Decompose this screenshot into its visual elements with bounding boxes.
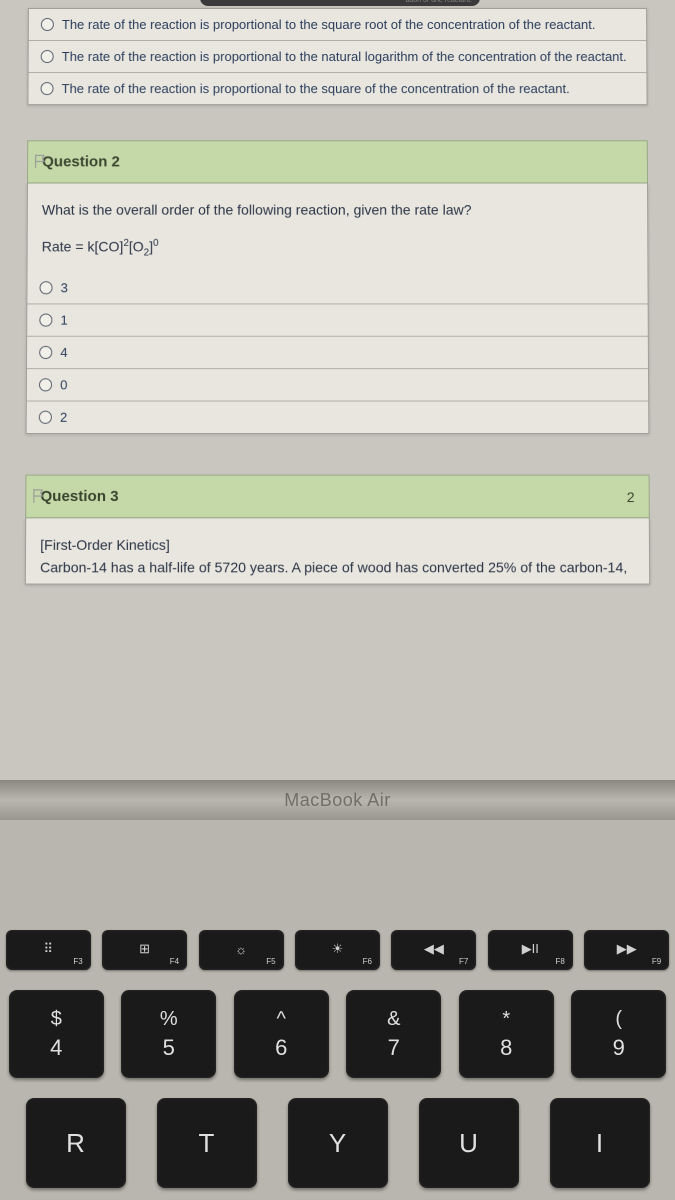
question-3-wrapper: Question 3 2 [First-Order Kinetics] Carb… [25, 475, 650, 585]
key-label: F3 [73, 957, 82, 966]
q2-option-4[interactable]: 2 [27, 402, 649, 433]
laptop-hinge: MacBook Air [0, 780, 675, 820]
option-text: The rate of the reaction is proportional… [62, 49, 627, 64]
key-symbol: $ [51, 1008, 62, 1031]
f4-key[interactable]: ⊞ F4 [102, 930, 187, 970]
key-label: F4 [170, 957, 179, 966]
question-2-wrapper: Question 2 What is the overall order of … [26, 140, 650, 434]
question-3-block: [First-Order Kinetics] Carbon-14 has a h… [25, 519, 650, 585]
q3-prompt: Carbon-14 has a half-life of 5720 years.… [40, 560, 635, 576]
key-6[interactable]: ^6 [234, 990, 329, 1078]
fast-forward-icon: ▶▶ [617, 941, 637, 957]
question-points: 2 [627, 489, 635, 505]
key-number: 4 [50, 1035, 62, 1061]
option-text: 1 [60, 313, 67, 328]
launchpad-icon: ⊞ [139, 941, 150, 957]
question-title: Question 2 [42, 153, 120, 170]
f3-key[interactable]: ⠿ F3 [6, 930, 91, 970]
key-5[interactable]: %5 [121, 990, 216, 1078]
option-text: 0 [60, 378, 67, 393]
question-3-header: Question 3 2 [25, 475, 650, 519]
rate-mid: [O [129, 239, 144, 255]
option-text: 2 [60, 410, 67, 425]
key-number: 9 [613, 1035, 625, 1061]
key-label: F8 [555, 957, 564, 966]
f6-key[interactable]: ☀ F6 [295, 930, 380, 970]
f7-key[interactable]: ◀◀ F7 [391, 930, 476, 970]
q2-option-3[interactable]: 0 [27, 370, 648, 402]
key-t[interactable]: T [157, 1098, 257, 1188]
flag-icon[interactable] [29, 485, 47, 507]
key-label: F9 [652, 957, 661, 966]
f8-key[interactable]: ▶II F8 [488, 930, 573, 970]
key-9[interactable]: (9 [571, 990, 666, 1078]
kb-bright-down-icon: ☼ [235, 942, 247, 957]
question-title: Question 3 [40, 488, 118, 505]
q2-option-0[interactable]: 3 [27, 273, 647, 305]
notch-text: auon or une reactant. [200, 0, 480, 6]
kb-bright-up-icon: ☀ [332, 941, 344, 957]
flag-icon[interactable] [31, 150, 49, 172]
key-number: 7 [388, 1035, 400, 1061]
q2-option-1[interactable]: 1 [27, 305, 648, 337]
rate-equation: Rate = k[CO]2[O2]0 [28, 238, 648, 273]
key-symbol: ( [615, 1008, 622, 1031]
radio-icon[interactable] [41, 50, 54, 63]
radio-icon[interactable] [39, 314, 52, 327]
f9-key[interactable]: ▶▶ F9 [584, 930, 669, 970]
q1-option-c[interactable]: The rate of the reaction is proportional… [28, 73, 646, 104]
question-2-header: Question 2 [27, 140, 648, 183]
key-8[interactable]: *8 [459, 990, 554, 1078]
key-symbol: & [387, 1008, 400, 1031]
rate-prefix: Rate = k[CO] [42, 239, 124, 255]
key-r[interactable]: R [26, 1098, 126, 1188]
radio-icon[interactable] [39, 282, 52, 295]
rewind-icon: ◀◀ [424, 941, 444, 957]
option-text: The rate of the reaction is proportional… [62, 81, 570, 96]
option-text: 3 [61, 281, 68, 296]
rate-exp2: 0 [153, 238, 159, 249]
key-number: 5 [163, 1035, 175, 1061]
key-label: F5 [266, 957, 275, 966]
q2-prompt: What is the overall order of the followi… [28, 183, 648, 237]
key-label: F6 [363, 957, 372, 966]
key-7[interactable]: &7 [346, 990, 441, 1078]
q3-subtitle: [First-Order Kinetics] [40, 537, 635, 553]
key-i[interactable]: I [550, 1098, 650, 1188]
play-pause-icon: ▶II [522, 941, 539, 957]
radio-icon[interactable] [39, 411, 52, 424]
keyboard: ⠿F3 ⊞F4 ☼F5 ☀F6 ◀◀F7 ▶IIF8 ▶▶F9 $4 %5 ^6… [0, 820, 675, 1200]
question-1-options: The rate of the reaction is proportional… [27, 8, 647, 105]
q2-option-2[interactable]: 4 [27, 337, 648, 369]
q1-option-b[interactable]: The rate of the reaction is proportional… [29, 41, 647, 73]
option-text: 4 [60, 345, 67, 360]
key-number: 8 [500, 1035, 512, 1061]
key-symbol: * [502, 1008, 510, 1031]
key-number: 6 [275, 1035, 287, 1061]
key-u[interactable]: U [419, 1098, 519, 1188]
f5-key[interactable]: ☼ F5 [199, 930, 284, 970]
key-symbol: % [160, 1008, 178, 1031]
option-text: The rate of the reaction is proportional… [62, 17, 596, 32]
q3-body: [First-Order Kinetics] Carbon-14 has a h… [26, 519, 649, 584]
mission-control-icon: ⠿ [43, 941, 53, 957]
key-y[interactable]: Y [288, 1098, 388, 1188]
question-2-block: What is the overall order of the followi… [26, 183, 650, 434]
key-label: F7 [459, 957, 468, 966]
radio-icon[interactable] [39, 379, 52, 392]
letter-key-row: R T Y U I [0, 1098, 675, 1188]
radio-icon[interactable] [41, 18, 54, 31]
radio-icon[interactable] [39, 346, 52, 359]
q1-option-a[interactable]: The rate of the reaction is proportional… [29, 9, 646, 41]
macbook-label: MacBook Air [284, 790, 391, 811]
radio-icon[interactable] [41, 82, 54, 95]
number-key-row: $4 %5 ^6 &7 *8 (9 [0, 990, 675, 1078]
laptop-screen: auon or une reactant. The rate of the re… [0, 0, 675, 790]
key-symbol: ^ [277, 1008, 286, 1031]
key-4[interactable]: $4 [9, 990, 104, 1078]
quiz-content: The rate of the reaction is proportional… [0, 8, 675, 585]
function-key-row: ⠿ F3 ⊞ F4 ☼ F5 ☀ F6 ◀◀ F7 ▶II F8 ▶▶ F9 [0, 930, 675, 970]
